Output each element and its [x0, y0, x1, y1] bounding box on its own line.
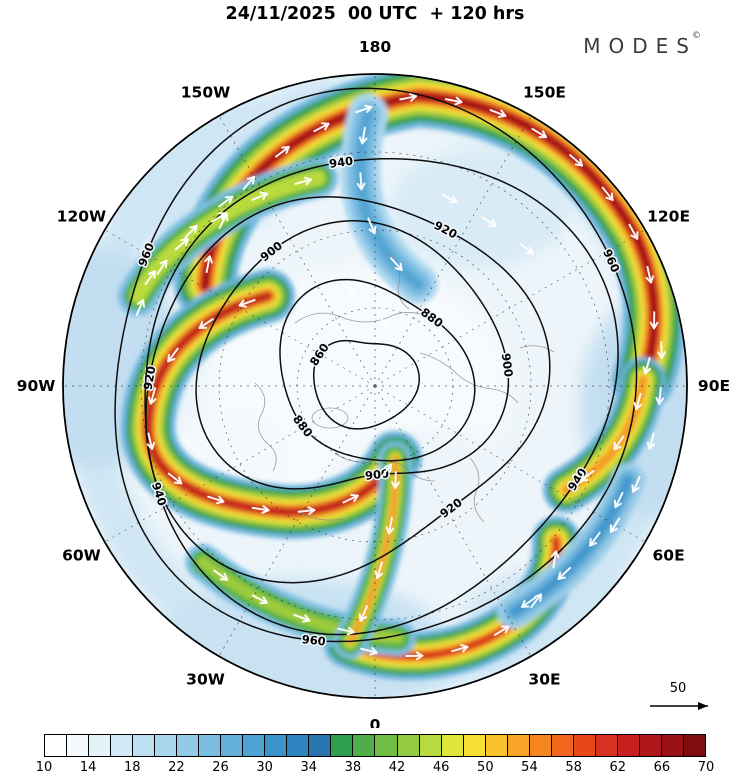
colorbar-cell: [397, 735, 420, 756]
colorbar-tick-label: 50: [477, 760, 494, 775]
colorbar-cell: [45, 735, 68, 756]
colorbar-tick-label: 30: [256, 760, 273, 775]
longitude-label: 0: [370, 716, 381, 728]
longitude-label: 120W: [57, 208, 106, 226]
colorbar-cell: [331, 735, 354, 756]
colorbar-cell: [661, 735, 684, 756]
colorbar-cell: [419, 735, 442, 756]
wind-arrows: [135, 93, 666, 661]
map-boundary: [62, 73, 688, 699]
longitude-label: 150E: [523, 83, 566, 101]
colorbar-tick-label: 38: [344, 760, 362, 775]
modes-logo: MODES©: [583, 31, 706, 58]
reference-arrowhead: [698, 702, 708, 710]
colorbar-cell: [243, 735, 266, 756]
contour-line: [279, 278, 476, 462]
reference-arrow: 50: [650, 681, 708, 710]
contour-label: 940: [328, 154, 354, 171]
colorbar-tick-label: 42: [388, 760, 406, 775]
graticule: [64, 75, 686, 697]
colorbar-cell: [507, 735, 530, 756]
contour-label: 900: [364, 466, 389, 483]
longitude-label: 60W: [62, 547, 101, 565]
colorbar-tick-label: 54: [521, 760, 538, 775]
colorbar-cell: [265, 735, 288, 756]
longitude-label: 90E: [698, 377, 730, 395]
longitude-label: 180: [359, 38, 392, 56]
colorbar-cell: [221, 735, 244, 756]
longitude-label: 30E: [528, 671, 560, 689]
colorbar-labels: 10 14 18 22 26 30 34 38 42 46 50 54 58 62 66 70: [36, 760, 715, 780]
longitude-label: 120E: [647, 208, 690, 226]
longitude-label: 90W: [17, 377, 56, 395]
colorbar-cell: [529, 735, 552, 756]
longitude-label: 60E: [653, 547, 685, 565]
colorbar-cell: [199, 735, 222, 756]
colorbar-cell: [551, 735, 574, 756]
colorbar-cell: [683, 735, 705, 756]
modes-logo-text: MODES: [583, 34, 697, 58]
contour-line: [145, 196, 551, 584]
polar-stereographic-map: 8608808809009009009209209209409409409609…: [17, 38, 730, 728]
colorbar-tick-label: 58: [565, 760, 582, 775]
contour-line: [312, 339, 420, 430]
contour-line: [195, 220, 510, 490]
copyright-mark: ©: [692, 31, 701, 42]
colorbar-cell: [639, 735, 662, 756]
contour-line: [144, 158, 619, 636]
colorbar-tick-label: 66: [653, 760, 671, 775]
reference-arrow-label: 50: [670, 681, 687, 696]
colorbar-cell: [617, 735, 640, 756]
colorbar-tick-label: 14: [79, 760, 97, 775]
colorbar-cell: [485, 735, 508, 756]
contour-label: 900: [499, 352, 516, 378]
colorbar-tick-label: 10: [35, 760, 53, 775]
colorbar-cell: [441, 735, 464, 756]
colorbar-cell: [309, 735, 332, 756]
colorbar-cell: [89, 735, 112, 756]
colorbar: 10 14 18 22 26 30 34 38 42 46 50 54 58 62 66 70: [36, 734, 715, 780]
colorbar-tick-label: 26: [212, 760, 229, 775]
colorbar-cell: [375, 735, 398, 756]
contour-label: 960: [301, 632, 326, 648]
colorbar-tick-label: 46: [432, 760, 450, 775]
colorbar-tick-label: 70: [697, 760, 715, 775]
colorbar-tick-label: 18: [123, 760, 141, 775]
map-interior: 8608808809009009009209209209409409409609…: [64, 75, 686, 697]
colorbar-cell: [155, 735, 178, 756]
longitude-label: 30W: [186, 671, 225, 689]
colorbar-cell: [463, 735, 486, 756]
colorbar-cells: [44, 734, 706, 757]
contour-line: [114, 87, 638, 643]
colorbar-tick-label: 62: [609, 760, 626, 775]
colorbar-cell: [111, 735, 134, 756]
colorbar-cell: [595, 735, 618, 756]
colorbar-cell: [67, 735, 90, 756]
colorbar-cell: [133, 735, 156, 756]
colorbar-tick-label: 22: [168, 760, 185, 775]
colorbar-cell: [573, 735, 596, 756]
colorbar-tick-label: 34: [300, 760, 318, 775]
coastlines: [254, 252, 555, 523]
colorbar-cell: [353, 735, 376, 756]
longitude-label: 150W: [181, 83, 230, 101]
chart-title: 24/11/2025 00 UTC + 120 hrs: [225, 4, 525, 24]
colorbar-cell: [177, 735, 200, 756]
colorbar-cell: [287, 735, 310, 756]
